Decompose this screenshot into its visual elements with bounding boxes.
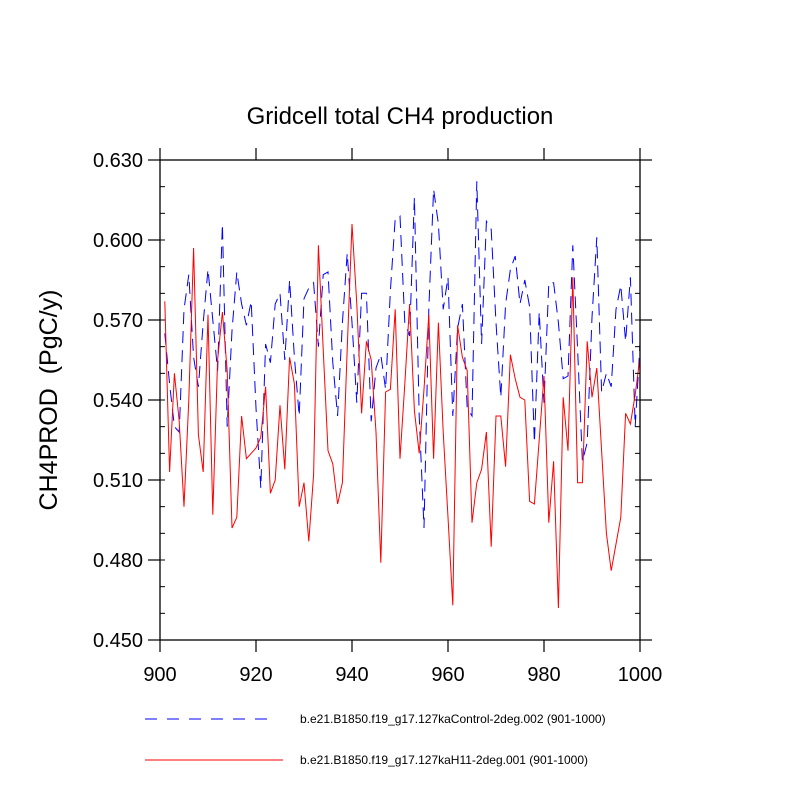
series-line-1 [164, 181, 641, 529]
x-tick-label: 940 [335, 664, 368, 686]
series-layer [164, 181, 641, 609]
y-tick-label: 0.540 [93, 390, 143, 412]
legend: b.e21.B1850.f19_g17.127kaControl-2deg.00… [145, 712, 606, 767]
legend-label-1: b.e21.B1850.f19_g17.127kaControl-2deg.00… [300, 712, 606, 726]
series-line-2 [164, 223, 641, 609]
x-tick-label: 920 [239, 664, 272, 686]
x-tick-label: 1000 [618, 664, 663, 686]
y-tick-label: 0.600 [93, 230, 143, 252]
y-tick-label: 0.570 [93, 310, 143, 332]
plot-frame [159, 159, 641, 641]
y-tick-label: 0.510 [93, 470, 143, 492]
axes-layer: 0.450 0.480 0.510 0.540 0.570 0.600 0.630 900 92… [93, 148, 662, 686]
x-tick-label: 900 [143, 664, 176, 686]
y-tick-label: 0.450 [93, 630, 143, 652]
y-axis-label: CH4PROD (PgC/y) [35, 290, 63, 511]
y-tick-label: 0.630 [93, 150, 143, 172]
legend-label-2: b.e21.B1850.f19_g17.127kaH11-2deg.001 (9… [300, 753, 588, 767]
chart-title: Gridcell total CH4 production [247, 103, 554, 130]
x-tick-label: 960 [431, 664, 464, 686]
y-tick-label: 0.480 [93, 550, 143, 572]
x-tick-label: 980 [527, 664, 560, 686]
